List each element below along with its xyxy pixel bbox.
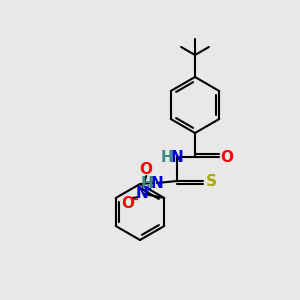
Text: N: N: [136, 187, 148, 202]
Text: H: H: [160, 149, 173, 164]
Text: −: −: [130, 195, 139, 205]
Text: S: S: [206, 173, 217, 188]
Text: O: O: [122, 196, 135, 211]
Text: O: O: [220, 149, 233, 164]
Text: O: O: [140, 161, 153, 176]
Text: H: H: [141, 176, 153, 190]
Text: +: +: [144, 184, 152, 194]
Text: N: N: [151, 176, 164, 190]
Text: N: N: [171, 149, 183, 164]
